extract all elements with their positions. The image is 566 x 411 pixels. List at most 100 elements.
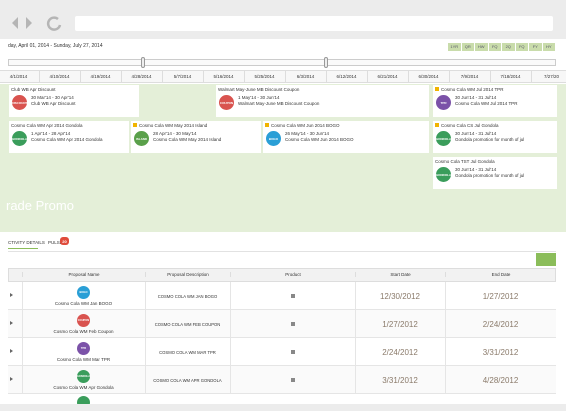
- save-button[interactable]: [536, 253, 556, 266]
- column-header[interactable]: Product: [230, 272, 355, 277]
- event-badge: DISCOUNT: [12, 95, 27, 110]
- tab-pulse[interactable]: PULSE: [48, 240, 63, 245]
- proposal-name[interactable]: Cosmo Cola WM Jan BOGO: [54, 301, 113, 306]
- event-card[interactable]: Cosmo Cola WM Apr 2014 Gondola GONDOLA 1 A…: [8, 120, 130, 154]
- flag-icon: [435, 87, 439, 91]
- proposal-description: COSMO COLA WM APR GONDOLA: [153, 378, 222, 383]
- url-bar[interactable]: [75, 16, 553, 31]
- cell-divider: [355, 366, 356, 394]
- date-divider: [449, 71, 450, 82]
- table-row[interactable]: [8, 310, 556, 338]
- date-axis: 4/1/2014 4/10/2014 4/19/2014 4/28/2014 5/7/2…: [0, 70, 566, 83]
- event-card[interactable]: Cosmo Cola TST Jul Gondola GONDOLA 30 Jun'…: [432, 156, 558, 190]
- view-button[interactable]: FQ: [488, 43, 501, 51]
- date-divider: [80, 71, 81, 82]
- product-icon: [291, 322, 295, 326]
- cell-divider: [445, 310, 446, 338]
- date-label: 6/21/2014: [377, 74, 398, 79]
- expand-arrow[interactable]: [10, 321, 13, 325]
- event-description: Club WB Apr Discount: [31, 101, 76, 106]
- event-dates: 30 Jun'14 - 31 Jul'14: [455, 131, 497, 136]
- date-divider: [285, 71, 286, 82]
- date-label: 7/9/2014: [460, 74, 479, 79]
- column-header[interactable]: Start Date: [355, 272, 445, 277]
- slider-track: [8, 59, 556, 66]
- cell-divider: [22, 310, 23, 338]
- cell-divider: [145, 282, 146, 310]
- event-card[interactable]: Cosmo Cola WM Jun 2014 BOGO BOGO 26 May'14…: [262, 120, 430, 154]
- proposal-name[interactable]: Cosmo Cola WM Apr Gondola: [53, 385, 114, 390]
- event-dates: 30 Jun'14 - 31 Jul'14: [455, 95, 497, 100]
- slider-handle[interactable]: [141, 57, 145, 68]
- expand-arrow[interactable]: [10, 377, 13, 381]
- cell-divider: [445, 338, 446, 366]
- event-dates: 1 May'14 - 30 Jun'14: [238, 95, 280, 100]
- tab-details[interactable]: CTIVITY DETAILS: [8, 240, 45, 245]
- end-date: 4/28/2012: [482, 376, 519, 385]
- table-row[interactable]: [8, 282, 556, 310]
- cell-divider: [355, 282, 356, 310]
- date-divider: [367, 71, 368, 82]
- date-divider: [408, 71, 409, 82]
- event-card[interactable]: Club WB Apr Discount DISCOUNT 30 Mar'14 - …: [8, 84, 140, 118]
- view-button[interactable]: 2Q: [502, 43, 515, 51]
- column-header[interactable]: Proposal Description: [145, 272, 230, 277]
- date-divider: [490, 71, 491, 82]
- cell-divider: [22, 366, 23, 394]
- pulse-count: 20: [60, 237, 69, 245]
- tab-underline: [8, 248, 38, 249]
- cell-divider: [230, 338, 231, 366]
- event-card[interactable]: Cosmo Cola WM Jul 2014 TPR TPR 30 Jun'14 -…: [432, 84, 558, 118]
- column-header[interactable]: End Date: [445, 272, 556, 277]
- view-button[interactable]: FY: [529, 43, 542, 51]
- event-badge: ISLAND: [134, 131, 149, 146]
- date-divider: [203, 71, 204, 82]
- slider-handle[interactable]: [324, 57, 328, 68]
- event-card[interactable]: Walmart May-June MB Discount Coupon COUPO…: [215, 84, 430, 118]
- event-description: Cosmo Cola WM Jul 2014 TPR: [455, 101, 518, 106]
- reload-button[interactable]: [46, 16, 62, 31]
- view-button[interactable]: QR: [461, 43, 474, 51]
- proposal-description: COSMO COLA WM MAR TPR: [159, 350, 216, 355]
- flag-icon: [133, 123, 137, 127]
- date-divider: [326, 71, 327, 82]
- back-button[interactable]: [12, 17, 18, 29]
- event-description: Gondola promotion for month of jul: [455, 173, 525, 178]
- cell-divider: [22, 338, 23, 366]
- proposal-name[interactable]: Cosmo Cola WM Feb Coupon: [53, 329, 114, 334]
- event-badge: BOGO: [266, 131, 281, 146]
- proposal-name[interactable]: Cosmo Cola WM Mar TPR: [56, 357, 111, 362]
- column-header[interactable]: Proposal Name: [22, 272, 145, 277]
- view-button[interactable]: 1YR: [448, 43, 461, 51]
- date-label: 6/12/2014: [336, 74, 357, 79]
- row-badge: BOGO: [77, 286, 90, 299]
- cell-divider: [230, 366, 231, 394]
- event-dates: 28 Apr'14 - 30 May'14: [153, 131, 197, 136]
- cell-divider: [145, 338, 146, 366]
- flag-icon: [435, 123, 439, 127]
- table-row[interactable]: [8, 338, 556, 366]
- event-badge: GONDOLA: [436, 167, 451, 182]
- event-title: Walmart May-June MB Discount Coupon: [218, 87, 300, 92]
- tab-separator: [8, 251, 556, 252]
- expand-arrow[interactable]: [10, 349, 13, 353]
- event-badge: GONDOLA: [12, 131, 27, 146]
- view-button[interactable]: HY: [542, 43, 555, 51]
- event-title: Cosmo Cola WM May 2014 Island: [139, 123, 208, 128]
- event-badge: GONDOLA: [436, 131, 451, 146]
- view-button[interactable]: FQ: [515, 43, 528, 51]
- event-card[interactable]: Cosmo Cola WM May 2014 Island ISLAND 28 Ap…: [130, 120, 262, 154]
- event-badge: COUPON: [219, 95, 234, 110]
- event-badge: TPR: [436, 95, 451, 110]
- event-title: Club WB Apr Discount: [11, 87, 56, 92]
- table-row[interactable]: [8, 366, 556, 394]
- forward-button[interactable]: [26, 17, 32, 29]
- proposal-description: COSMO COLA WM JAN BOGO: [157, 294, 218, 299]
- event-description: Cosmo Cola WM Jun 2014 BOGO: [285, 137, 354, 142]
- view-button[interactable]: HW: [475, 43, 488, 51]
- row-badge: GONDOLA: [77, 370, 90, 383]
- event-card[interactable]: Cosmo Cola CS Jul Gondola GONDOLA 30 Jun'1…: [432, 120, 558, 154]
- date-divider: [121, 71, 122, 82]
- flag-icon: [265, 123, 269, 127]
- expand-arrow[interactable]: [10, 293, 13, 297]
